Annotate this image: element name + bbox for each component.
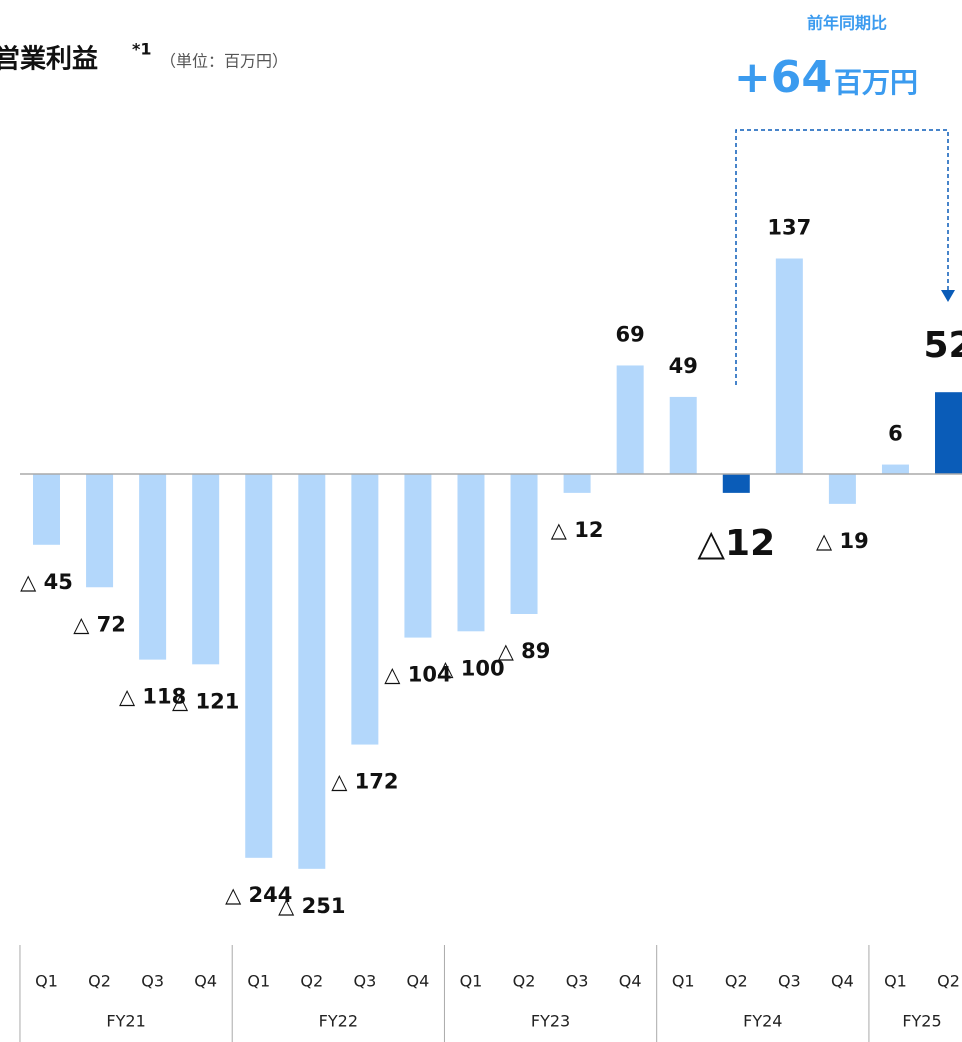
group-label: FY25	[902, 1012, 941, 1031]
x-tick-label: Q1	[247, 972, 270, 991]
bar	[404, 474, 432, 638]
x-tick-label: Q2	[513, 972, 536, 991]
bar	[510, 474, 538, 614]
group-label: FY23	[531, 1012, 570, 1031]
bar	[298, 474, 326, 869]
value-label: △ 45	[20, 570, 73, 594]
bar	[775, 258, 803, 474]
value-label: △12	[697, 523, 775, 564]
x-tick-label: Q4	[831, 972, 854, 991]
value-label: △ 104	[384, 663, 451, 687]
value-label: △ 121	[172, 689, 239, 713]
x-tick-label: Q1	[460, 972, 483, 991]
x-tick-label: Q2	[725, 972, 748, 991]
bar	[86, 474, 114, 588]
x-tick-label: Q3	[566, 972, 589, 991]
value-label: △ 72	[73, 612, 126, 636]
value-label: 52	[923, 325, 962, 366]
value-label: △ 244	[225, 883, 292, 907]
comparison-arrow	[941, 290, 955, 302]
unit-label: （単位：百万円）	[160, 52, 288, 71]
x-tick-label: Q1	[35, 972, 58, 991]
value-label: △ 251	[278, 894, 345, 918]
x-tick-label: Q2	[937, 972, 960, 991]
bar	[881, 464, 909, 474]
value-label: 49	[669, 354, 698, 378]
x-tick-label: Q3	[353, 972, 376, 991]
annotation-value: +64	[734, 52, 832, 103]
x-tick-label: Q3	[778, 972, 801, 991]
bar	[935, 392, 962, 474]
x-tick-label: Q4	[194, 972, 217, 991]
x-tick-label: Q1	[672, 972, 695, 991]
x-tick-label: Q1	[884, 972, 907, 991]
chart-title: 営業利益	[0, 45, 98, 75]
value-label: △ 118	[119, 685, 186, 709]
bar	[33, 474, 60, 545]
value-label: △ 12	[551, 518, 604, 542]
x-tick-label: Q3	[141, 972, 164, 991]
value-label: △ 172	[331, 770, 398, 794]
x-tick-label: Q4	[407, 972, 430, 991]
title-note: *1	[132, 40, 152, 59]
bar	[457, 474, 485, 632]
bar	[669, 396, 697, 474]
bar	[351, 474, 379, 745]
value-label: △ 89	[498, 639, 551, 663]
bar	[139, 474, 167, 660]
bar	[616, 365, 644, 474]
annotation-unit: 百万円	[834, 66, 918, 99]
bar	[828, 474, 856, 504]
value-label: 6	[888, 422, 903, 446]
comparison-bracket	[735, 129, 949, 385]
bar	[563, 474, 591, 493]
x-tick-label: Q4	[619, 972, 642, 991]
group-label: FY21	[106, 1012, 145, 1031]
value-label: △ 19	[816, 529, 869, 553]
group-label: FY22	[319, 1012, 358, 1031]
value-label: 137	[767, 215, 811, 239]
bar	[722, 474, 750, 493]
value-label: 69	[616, 322, 645, 346]
x-tick-label: Q2	[88, 972, 111, 991]
value-label: △ 100	[437, 656, 504, 680]
group-label: FY24	[743, 1012, 782, 1031]
bar	[245, 474, 273, 858]
annotation-label: 前年同期比	[807, 14, 887, 33]
bar	[192, 474, 220, 665]
x-tick-label: Q2	[300, 972, 323, 991]
